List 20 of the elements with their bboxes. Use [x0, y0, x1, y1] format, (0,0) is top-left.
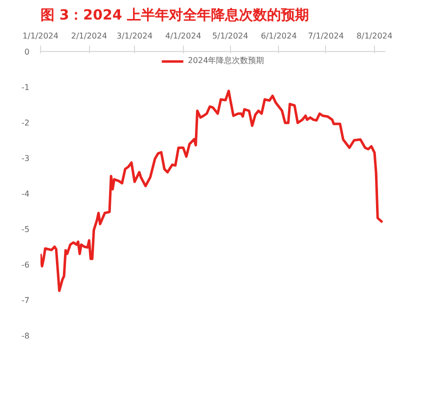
x-tick-label: 3/1/2024 [116, 32, 153, 40]
y-tick-label: -6 [22, 260, 30, 270]
y-tick-label: -1 [22, 83, 30, 92]
x-tick-label: 5/1/2024 [212, 32, 248, 40]
x-tick-label: 8/1/2024 [356, 32, 392, 40]
y-tick-label: -7 [22, 296, 30, 305]
x-tick-label: 7/1/2024 [308, 32, 344, 40]
x-tick-label: 4/1/2024 [165, 32, 202, 40]
y-tick-label: -4 [22, 190, 30, 198]
y-tick-label: 0 [24, 48, 30, 56]
line-series [40, 90, 384, 292]
y-tick-label: -5 [22, 225, 30, 234]
x-tick-label: 6/1/2024 [260, 32, 297, 40]
x-tick-label: 2/1/2024 [71, 32, 108, 40]
chart-title: 图 3：2024 上半年对全年降息次数的预期 [40, 8, 309, 24]
y-tick-label: -8 [22, 332, 30, 340]
y-tick-label: -2 [22, 118, 30, 128]
x-tick-label: 1/1/2024 [22, 32, 58, 40]
legend-label: 2024年降息次数预期 [188, 55, 264, 66]
y-tick-label: -3 [22, 154, 30, 163]
